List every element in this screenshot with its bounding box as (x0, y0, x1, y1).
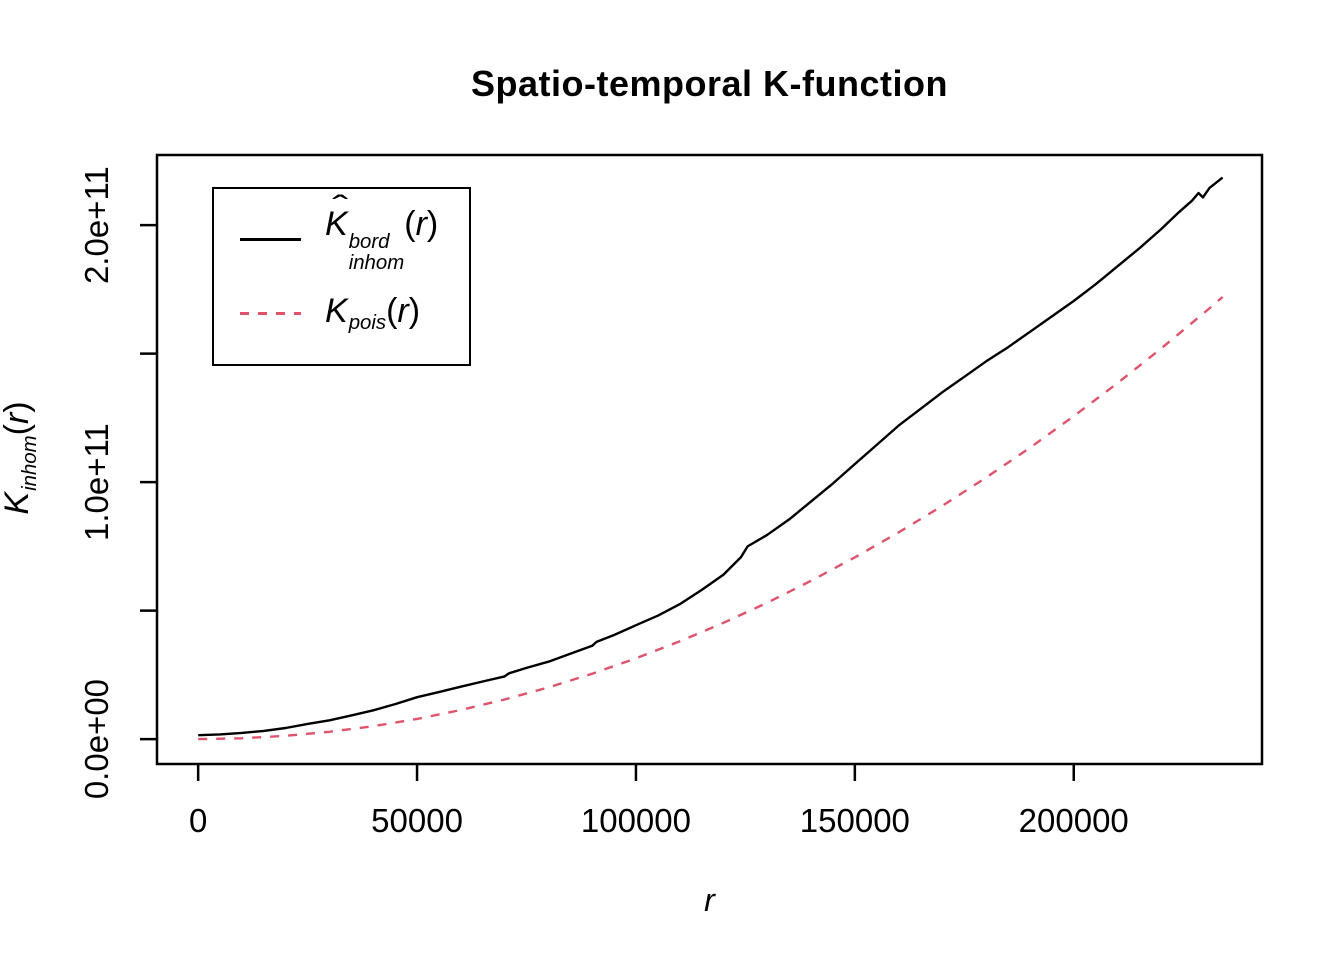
legend0-paren-open: ( (404, 205, 416, 244)
legend1-subscript: pois (348, 312, 387, 335)
x-tick-label: 150000 (800, 802, 910, 839)
y-tick-label: 0.0e+00 (78, 679, 115, 799)
legend1-arg: r (397, 291, 409, 330)
y-axis-label: Kinhom(r) (0, 401, 42, 514)
x-tick-label: 100000 (581, 802, 691, 839)
ylabel-paren-close: ) (0, 401, 37, 413)
series-K-pois-theoretical (198, 296, 1224, 741)
chart-title: Spatio-temporal K-function (471, 63, 948, 104)
legend-line-dashed-icon (240, 312, 301, 315)
hat-accent-icon: ˆ (331, 188, 349, 225)
legend0-paren-close: ) (426, 205, 439, 244)
x-tick-label: 50000 (371, 802, 463, 839)
ylabel-subscript: inhom (18, 435, 41, 491)
x-tick-label: 200000 (1019, 802, 1129, 839)
legend0-arg: r (415, 205, 427, 244)
legend1-paren-close: ) (408, 291, 421, 330)
legend-entry-kpois: Kpois(r) (240, 285, 469, 343)
plot-box (155, 153, 1264, 766)
legend-label-kpois: Kpois(r) (325, 292, 420, 336)
legend0-subscript: inhom (348, 251, 405, 274)
y-axis-label-math: Kinhom(r) (0, 401, 41, 515)
x-tick-label: 0 (189, 802, 207, 839)
legend-line-solid-icon (240, 238, 301, 241)
legend1-base: K (325, 291, 348, 330)
ylabel-base: K (0, 491, 37, 515)
legend0-superscript: bord (348, 231, 390, 254)
ylabel-paren-open: ( (0, 424, 37, 436)
y-tick-label: 1.0e+11 (78, 423, 115, 541)
legend0-base: K (325, 205, 348, 244)
legend1-paren-open: ( (386, 291, 398, 330)
series-K-inhom-bord-estimate (198, 176, 1224, 737)
ylabel-arg: r (0, 412, 37, 425)
y-tick-label: 2.0e+11 (78, 166, 115, 284)
x-axis-label: r (704, 882, 715, 918)
